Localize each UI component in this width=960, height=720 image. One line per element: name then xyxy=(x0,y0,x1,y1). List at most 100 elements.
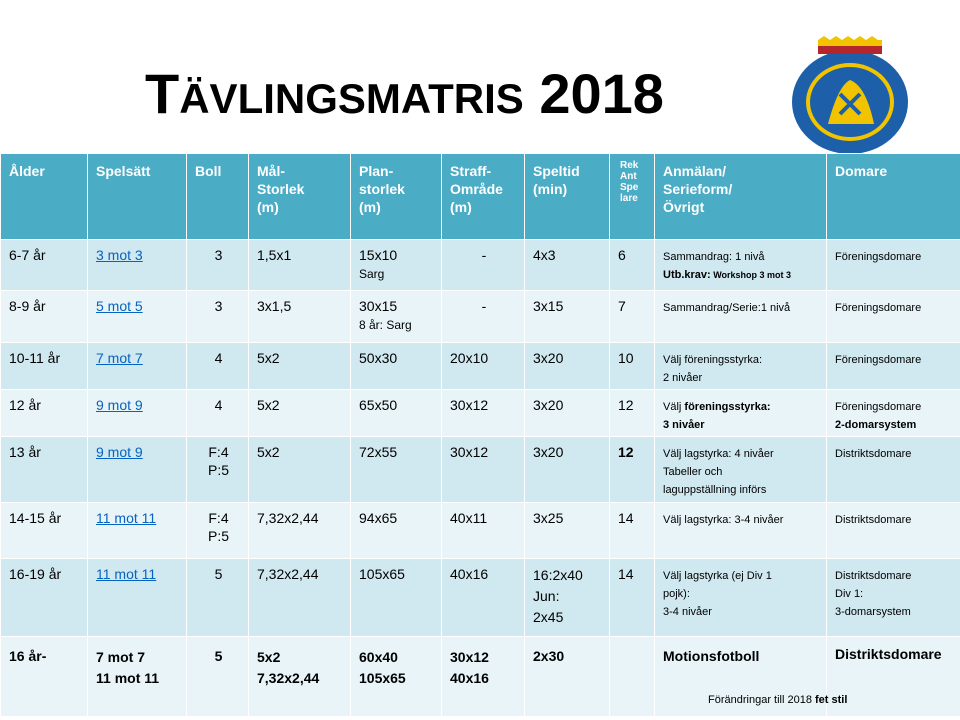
cell-speltid: 3x20 xyxy=(524,436,610,503)
cell-mal: 5x2 xyxy=(248,342,351,390)
header-alder: Ålder xyxy=(0,153,88,240)
cell-anmalan: Sammandrag/Serie:1 nivå xyxy=(654,290,827,343)
cell-speltid: 3x20 xyxy=(524,342,610,390)
cell-domare: Föreningsdomare xyxy=(826,342,960,390)
header-speltid: Speltid (min) xyxy=(524,153,610,240)
cell-boll: 5 xyxy=(186,636,249,717)
spelsatt-link[interactable]: 11 mot 11 xyxy=(96,510,157,526)
cell-domare: Distriktsdomare xyxy=(826,502,960,559)
cell-rek: 12 xyxy=(609,436,655,503)
header-boll: Boll xyxy=(186,153,249,240)
table-row: 6-7 år 3 mot 3 3 1,5x1 15x10 Sarg - 4x3 6… xyxy=(0,239,960,291)
page-title: TÄVLINGSMATRIS 2018 xyxy=(145,62,664,125)
cell-boll: 3 xyxy=(186,290,249,343)
spelsatt-link[interactable]: 5 mot 5 xyxy=(96,298,143,314)
cell-speltid: 3x25 xyxy=(524,502,610,559)
cell-plan: 105x65 xyxy=(350,558,442,637)
header-malstorlek: Mål- Storlek (m) xyxy=(248,153,351,240)
cell-spelsatt[interactable]: 11 mot 11 xyxy=(87,558,187,637)
header-rek-ant-spelare: Rek Ant Spe lare xyxy=(609,153,655,240)
spelsatt-link[interactable]: 9 mot 9 xyxy=(96,397,143,413)
cell-boll: 3 xyxy=(186,239,249,291)
table-header-row: Ålder Spelsätt Boll Mål- Storlek (m) Plan-… xyxy=(0,153,960,240)
cell-anmalan: Välj lagstyrka: 4 nivåer Tabeller och lagu… xyxy=(654,436,827,503)
cell-anmalan: Välj lagstyrka: 3-4 nivåer xyxy=(654,502,827,559)
cell-boll: F:4 P:5 xyxy=(186,436,249,503)
cell-speltid: 3x20 xyxy=(524,389,610,437)
cell-boll: 5 xyxy=(186,558,249,637)
table-row: 16 år- 7 mot 7 11 mot 11 5 5x2 7,32x2,44 6… xyxy=(0,636,960,717)
spelsatt-link[interactable]: 11 mot 11 xyxy=(96,566,157,582)
cell-rek: 6 xyxy=(609,239,655,291)
table-row: 12 år 9 mot 9 4 5x2 65x50 30x12 3x20 12 … xyxy=(0,389,960,437)
cell-anmalan: Välj föreningsstyrka: 2 nivåer xyxy=(654,342,827,390)
cell-mal: 7,32x2,44 xyxy=(248,558,351,637)
cell-plan: 72x55 xyxy=(350,436,442,503)
cell-spelsatt[interactable]: 7 mot 7 xyxy=(87,342,187,390)
gbgff-logo-icon xyxy=(792,36,908,154)
cell-alder: 12 år xyxy=(0,389,88,437)
table-row: 13 år 9 mot 9 F:4 P:5 5x2 72x55 30x12 3x2… xyxy=(0,436,960,503)
cell-plan: 94x65 xyxy=(350,502,442,559)
cell-boll: 4 xyxy=(186,342,249,390)
cell-anmalan: Välj föreningsstyrka: 3 nivåer xyxy=(654,389,827,437)
cell-alder: 16 år- xyxy=(0,636,88,717)
changes-note: Förändringar till 2018 fet stil xyxy=(708,694,848,706)
cell-straff: 40x11 xyxy=(441,502,525,559)
table-row: 16-19 år 11 mot 11 5 7,32x2,44 105x65 40… xyxy=(0,558,960,637)
cell-plan: 15x10 Sarg xyxy=(350,239,442,291)
spelsatt-link[interactable]: 9 mot 9 xyxy=(96,444,143,460)
cell-plan: 65x50 xyxy=(350,389,442,437)
cell-straff: 20x10 xyxy=(441,342,525,390)
header-planstorlek: Plan-storlek (m) xyxy=(350,153,442,240)
cell-boll: F:4 P:5 xyxy=(186,502,249,559)
cell-spelsatt[interactable]: 5 mot 5 xyxy=(87,290,187,343)
cell-mal: 1,5x1 xyxy=(248,239,351,291)
cell-plan: 50x30 xyxy=(350,342,442,390)
cell-rek xyxy=(609,636,655,717)
cell-spelsatt: 7 mot 7 11 mot 11 xyxy=(87,636,187,717)
cell-anmalan: Välj lagstyrka (ej Div 1 pojk): 3-4 nivåer xyxy=(654,558,827,637)
cell-plan: 30x15 8 år: Sarg xyxy=(350,290,442,343)
cell-rek: 12 xyxy=(609,389,655,437)
cell-spelsatt[interactable]: 11 mot 11 xyxy=(87,502,187,559)
cell-speltid: 2x30 xyxy=(524,636,610,717)
cell-domare: Föreningsdomare 2-domarsystem xyxy=(826,389,960,437)
table-row: 10-11 år 7 mot 7 4 5x2 50x30 20x10 3x20 … xyxy=(0,342,960,390)
cell-spelsatt[interactable]: 3 mot 3 xyxy=(87,239,187,291)
cell-straff: - xyxy=(441,290,525,343)
cell-alder: 8-9 år xyxy=(0,290,88,343)
cell-rek: 10 xyxy=(609,342,655,390)
cell-mal: 5x2 xyxy=(248,436,351,503)
cell-rek: 7 xyxy=(609,290,655,343)
cell-rek: 14 xyxy=(609,502,655,559)
cell-alder: 6-7 år xyxy=(0,239,88,291)
cell-spelsatt[interactable]: 9 mot 9 xyxy=(87,436,187,503)
cell-straff: 30x12 xyxy=(441,436,525,503)
cell-anmalan: Motionsfotboll xyxy=(654,636,827,717)
cell-alder: 16-19 år xyxy=(0,558,88,637)
header-anmalan: Anmälan/Serieform/Övrigt xyxy=(654,153,827,240)
cell-speltid: 16:2x40 Jun: 2x45 xyxy=(524,558,610,637)
cell-anmalan: Sammandrag: 1 nivå Utb.krav: Workshop 3 m… xyxy=(654,239,827,291)
spelsatt-link[interactable]: 3 mot 3 xyxy=(96,247,143,263)
cell-speltid: 4x3 xyxy=(524,239,610,291)
table-row: 8-9 år 5 mot 5 3 3x1,5 30x15 8 år: Sarg -… xyxy=(0,290,960,343)
cell-straff: 40x16 xyxy=(441,558,525,637)
cell-straff: 30x12 40x16 xyxy=(441,636,525,717)
cell-straff: 30x12 xyxy=(441,389,525,437)
cell-spelsatt[interactable]: 9 mot 9 xyxy=(87,389,187,437)
header-domare: Domare xyxy=(826,153,960,240)
cell-domare: Föreningsdomare xyxy=(826,239,960,291)
spelsatt-link[interactable]: 7 mot 7 xyxy=(96,350,143,366)
cell-mal: 5x2 xyxy=(248,389,351,437)
cell-rek: 14 xyxy=(609,558,655,637)
cell-straff: - xyxy=(441,239,525,291)
cell-mal: 3x1,5 xyxy=(248,290,351,343)
cell-mal: 7,32x2,44 xyxy=(248,502,351,559)
cell-mal: 5x2 7,32x2,44 xyxy=(248,636,351,717)
cell-alder: 10-11 år xyxy=(0,342,88,390)
cell-alder: 13 år xyxy=(0,436,88,503)
cell-domare: Distriktsdomare Div 1: 3-domarsystem xyxy=(826,558,960,637)
cell-domare: Föreningsdomare xyxy=(826,290,960,343)
